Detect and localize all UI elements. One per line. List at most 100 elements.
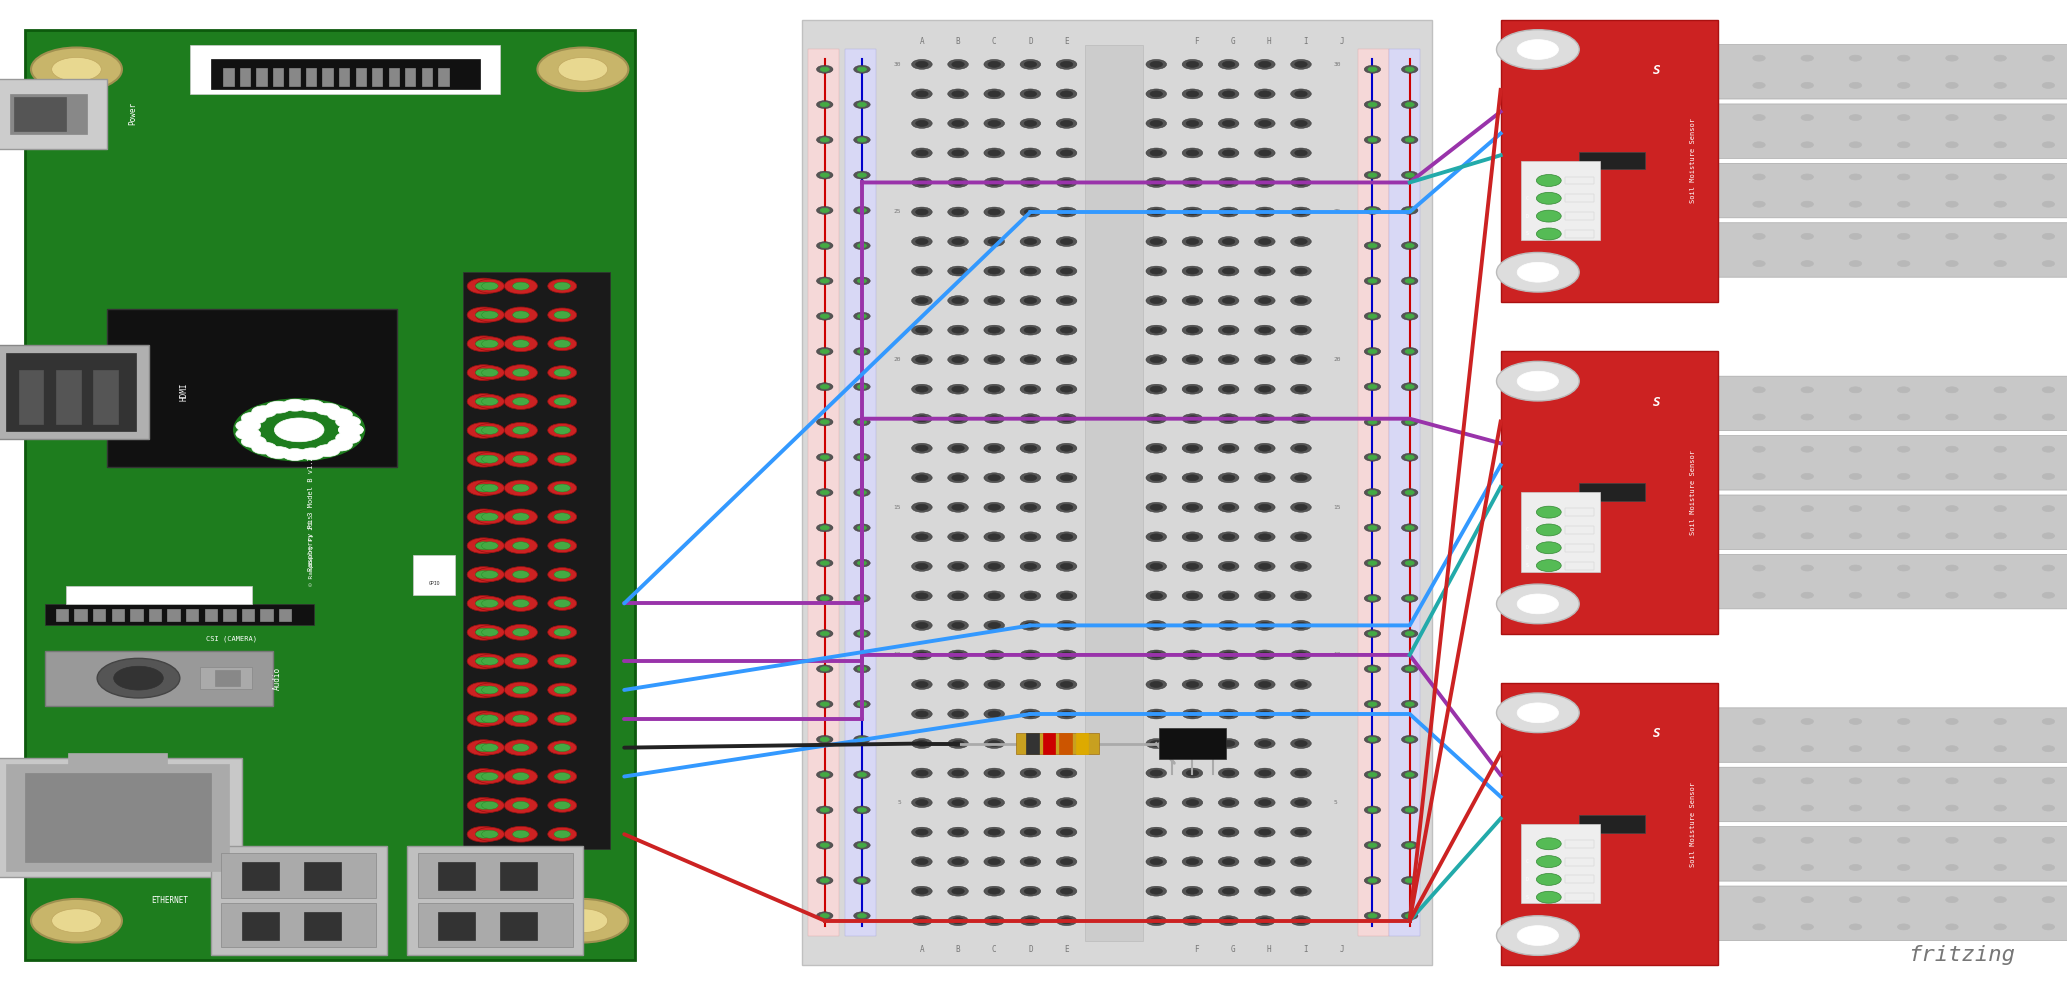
Circle shape <box>816 453 833 461</box>
Circle shape <box>1898 115 1910 121</box>
Circle shape <box>1294 446 1306 451</box>
Circle shape <box>947 59 967 69</box>
Circle shape <box>1060 239 1073 245</box>
Circle shape <box>1290 739 1310 748</box>
Circle shape <box>2042 115 2055 121</box>
Circle shape <box>1800 897 1813 903</box>
Circle shape <box>821 914 829 918</box>
Circle shape <box>1222 446 1234 451</box>
Circle shape <box>1019 561 1040 571</box>
Circle shape <box>1368 914 1377 918</box>
Bar <box>190 45 500 94</box>
Circle shape <box>988 800 1000 806</box>
Circle shape <box>854 136 870 144</box>
Circle shape <box>482 570 498 578</box>
Circle shape <box>1850 592 1862 598</box>
Circle shape <box>1019 739 1040 748</box>
Circle shape <box>1945 592 1957 598</box>
Circle shape <box>1294 268 1306 274</box>
Circle shape <box>1850 446 1862 452</box>
Circle shape <box>988 179 1000 185</box>
Circle shape <box>475 513 492 521</box>
Circle shape <box>912 59 932 69</box>
Circle shape <box>1401 559 1418 567</box>
Circle shape <box>1368 738 1377 742</box>
Circle shape <box>1497 361 1579 401</box>
Circle shape <box>854 171 870 179</box>
Circle shape <box>1290 561 1310 571</box>
Circle shape <box>1995 414 2007 420</box>
Circle shape <box>1290 325 1310 335</box>
Polygon shape <box>1718 436 2067 490</box>
Circle shape <box>1023 534 1036 540</box>
Circle shape <box>1364 418 1381 426</box>
Circle shape <box>1023 652 1036 658</box>
Circle shape <box>1294 800 1306 806</box>
Circle shape <box>854 383 870 391</box>
Circle shape <box>821 279 829 283</box>
Circle shape <box>1145 621 1166 631</box>
Circle shape <box>1060 475 1073 481</box>
Circle shape <box>1255 709 1275 719</box>
Circle shape <box>548 481 577 495</box>
Circle shape <box>1800 778 1813 784</box>
Circle shape <box>1290 237 1310 247</box>
Circle shape <box>467 596 500 612</box>
Circle shape <box>951 149 965 155</box>
Circle shape <box>1850 533 1862 539</box>
Circle shape <box>984 709 1005 719</box>
Circle shape <box>1850 201 1862 207</box>
Circle shape <box>467 740 500 755</box>
Circle shape <box>988 593 1000 599</box>
Text: 25: 25 <box>1333 210 1341 215</box>
Circle shape <box>1294 475 1306 481</box>
Circle shape <box>558 57 608 81</box>
Circle shape <box>1019 59 1040 69</box>
Circle shape <box>912 237 932 247</box>
Circle shape <box>475 798 504 812</box>
Circle shape <box>858 314 866 319</box>
Circle shape <box>1149 416 1162 422</box>
Circle shape <box>816 842 833 849</box>
Bar <box>438 862 475 890</box>
Circle shape <box>988 121 1000 127</box>
Circle shape <box>916 209 928 215</box>
Circle shape <box>916 149 928 155</box>
Bar <box>1501 683 1718 965</box>
Circle shape <box>916 416 928 422</box>
Circle shape <box>951 563 965 569</box>
Bar <box>6 763 229 870</box>
Circle shape <box>1406 878 1414 883</box>
Circle shape <box>1517 703 1559 723</box>
Circle shape <box>951 239 965 245</box>
Circle shape <box>858 632 866 636</box>
Circle shape <box>1217 384 1238 394</box>
Circle shape <box>1259 830 1271 836</box>
Circle shape <box>1294 623 1306 629</box>
Circle shape <box>513 427 529 435</box>
Circle shape <box>1364 842 1381 849</box>
Circle shape <box>554 513 570 521</box>
Circle shape <box>1536 192 1561 204</box>
Circle shape <box>1056 177 1077 187</box>
Circle shape <box>1497 30 1579 69</box>
Circle shape <box>947 296 967 306</box>
Circle shape <box>912 828 932 838</box>
Circle shape <box>1222 918 1234 924</box>
Circle shape <box>947 798 967 808</box>
Circle shape <box>984 828 1005 838</box>
Circle shape <box>513 831 529 839</box>
Circle shape <box>504 538 537 553</box>
Circle shape <box>1060 416 1073 422</box>
Circle shape <box>988 298 1000 304</box>
Circle shape <box>1186 268 1199 274</box>
Circle shape <box>947 709 967 719</box>
Circle shape <box>1060 268 1073 274</box>
Circle shape <box>1945 565 1957 571</box>
Circle shape <box>467 423 500 439</box>
Bar <box>1501 351 1718 634</box>
Circle shape <box>1995 201 2007 207</box>
Circle shape <box>482 801 498 809</box>
Bar <box>1565 561 1594 569</box>
Circle shape <box>854 736 870 743</box>
